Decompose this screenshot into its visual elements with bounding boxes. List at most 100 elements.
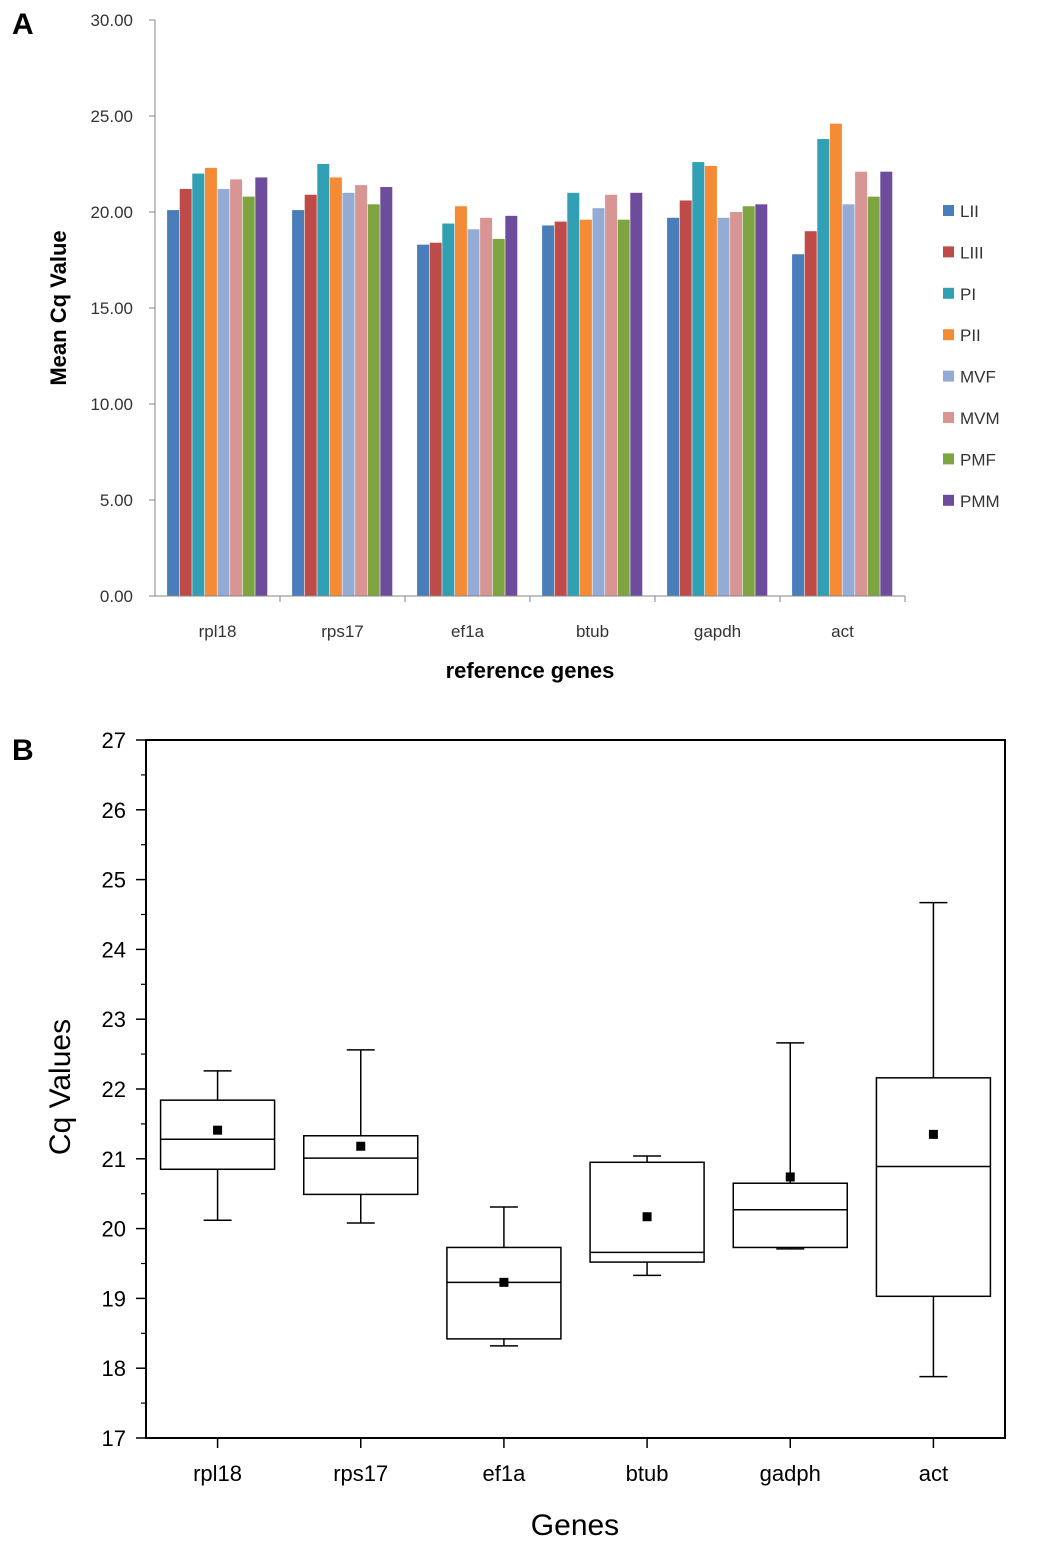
- y-tick-label-a: 20.00: [90, 203, 133, 222]
- legend-swatch-MVF: [943, 370, 954, 382]
- x-axis-title-a: reference genes: [446, 658, 615, 683]
- x-axis-title-b: Genes: [531, 1509, 619, 1542]
- bar-ef1a-PMF: [492, 238, 505, 596]
- legend-label-PMM: PMM: [960, 492, 1000, 511]
- bar-gapdh-PII: [704, 165, 717, 597]
- y-tick-label-b: 18: [102, 1356, 126, 1381]
- y-tick-label-b: 27: [102, 728, 126, 753]
- bar-act-PMF: [867, 196, 880, 596]
- legend-label-PI: PI: [960, 285, 976, 304]
- x-tick-label-a: rps17: [321, 622, 364, 641]
- legend-label-MVM: MVM: [960, 409, 1000, 428]
- mean-marker-rpl18: [213, 1125, 223, 1135]
- legend-label-MVF: MVF: [960, 368, 996, 387]
- panel-label-a: A: [12, 8, 34, 41]
- y-tick-label-a: 10.00: [90, 395, 133, 414]
- x-tick-label-b: act: [919, 1461, 948, 1486]
- bar-btub-LIII: [554, 221, 567, 596]
- legend-swatch-PMF: [943, 453, 954, 465]
- y-tick-label-b: 26: [102, 798, 126, 823]
- box-rps17: [303, 1049, 419, 1224]
- legend-swatch-PMM: [943, 494, 954, 506]
- box-gadph: [732, 1042, 848, 1250]
- y-tick-label-a: 30.00: [90, 11, 133, 30]
- bar-rps17-MVF: [342, 192, 355, 597]
- x-tick-label-a: btub: [576, 622, 609, 641]
- bar-gapdh-PI: [692, 162, 705, 596]
- bar-gapdh-MVF: [717, 217, 730, 596]
- x-tick-label-b: rpl18: [193, 1461, 242, 1486]
- bar-btub-PMM: [630, 192, 643, 597]
- legend-swatch-PII: [943, 329, 954, 341]
- bar-rps17-PMF: [367, 204, 380, 596]
- bar-rpl18-LIII: [179, 188, 192, 596]
- bar-act-MVF: [842, 204, 855, 596]
- bar-rps17-LII: [292, 210, 305, 596]
- bar-rps17-LIII: [304, 194, 317, 596]
- legend-swatch-LII: [943, 205, 954, 216]
- y-tick-label-b: 24: [102, 937, 126, 962]
- legend-swatch-LIII: [943, 246, 954, 258]
- bar-rpl18-MVF: [217, 188, 230, 596]
- bar-ef1a-LIII: [429, 242, 442, 596]
- bar-ef1a-PII: [454, 206, 467, 597]
- bar-btub-LII: [542, 225, 555, 596]
- x-tick-label-a: rpl18: [199, 622, 237, 641]
- bar-rpl18-PMM: [255, 177, 268, 596]
- bar-btub-MVF: [592, 208, 605, 596]
- bar-ef1a-LII: [417, 244, 430, 596]
- legend-label-PII: PII: [960, 326, 981, 345]
- bar-act-PI: [817, 139, 830, 597]
- bar-ef1a-MVF: [467, 229, 480, 596]
- box-iqr-ef1a: [446, 1246, 562, 1340]
- box-rpl18: [159, 1070, 276, 1221]
- bar-rps17-PII: [329, 177, 342, 596]
- bar-chart-mean-cq: A 0.00 5.00 10.00 15.00 20.00 25.00 30.00 rpl1…: [12, 8, 1000, 683]
- y-tick-label-a: 15.00: [90, 299, 133, 318]
- panel-label-b: B: [12, 734, 34, 767]
- y-tick-label-b: 23: [102, 1007, 126, 1032]
- legend-label-LII: LII: [960, 202, 979, 221]
- mean-marker-btub: [642, 1212, 652, 1222]
- y-tick-label-a: 5.00: [100, 491, 133, 510]
- bar-act-LIII: [804, 231, 817, 596]
- legend-label-LIII: LIII: [960, 243, 984, 262]
- bar-btub-MVM: [605, 194, 618, 596]
- box-iqr-gadph: [732, 1182, 848, 1249]
- box-iqr-btub: [589, 1161, 705, 1263]
- legend-swatch-MVM: [943, 412, 954, 423]
- bar-rps17-MVM: [355, 185, 368, 596]
- legend-swatch-PI: [943, 287, 954, 299]
- bar-rpl18-LII: [167, 210, 180, 596]
- mean-marker-rps17: [356, 1141, 366, 1151]
- y-axis-title-b: Cq Values: [44, 1019, 77, 1155]
- bar-rpl18-MVM: [230, 179, 243, 597]
- bar-act-LII: [792, 254, 805, 597]
- bar-btub-PI: [567, 192, 580, 597]
- x-tick-label-b: gadph: [760, 1461, 821, 1486]
- y-tick-label-b: 22: [102, 1077, 126, 1102]
- bar-rps17-PMM: [380, 187, 393, 597]
- box-iqr-rpl18: [159, 1099, 276, 1171]
- y-tick-label-b: 20: [102, 1217, 126, 1242]
- bar-rps17-PI: [317, 164, 330, 596]
- box-plot-cq-values: B 17 18 19 20 21 22 23 24 25 26 27 rpl18 rps17 ef1a b…: [12, 728, 1006, 1542]
- y-tick-label-b: 21: [102, 1147, 126, 1172]
- bar-rpl18-PMF: [242, 196, 255, 596]
- bar-ef1a-PMM: [505, 215, 518, 596]
- y-tick-label-a: 0.00: [100, 587, 133, 606]
- y-tick-label-a: 25.00: [90, 107, 133, 126]
- x-tick-label-b: btub: [626, 1461, 669, 1486]
- mean-marker-ef1a: [499, 1277, 509, 1287]
- bar-act-PMM: [880, 171, 893, 596]
- bar-btub-PMF: [617, 219, 630, 596]
- box-btub: [589, 1155, 705, 1277]
- y-tick-label-b: 25: [102, 868, 126, 893]
- box-act: [875, 901, 992, 1378]
- bar-gapdh-PMM: [755, 204, 768, 596]
- x-tick-label-b: ef1a: [483, 1461, 527, 1486]
- x-tick-label-b: rps17: [333, 1461, 388, 1486]
- x-tick-label-a: ef1a: [451, 622, 485, 641]
- bar-gapdh-LIII: [679, 200, 692, 597]
- y-tick-label-b: 19: [102, 1286, 126, 1311]
